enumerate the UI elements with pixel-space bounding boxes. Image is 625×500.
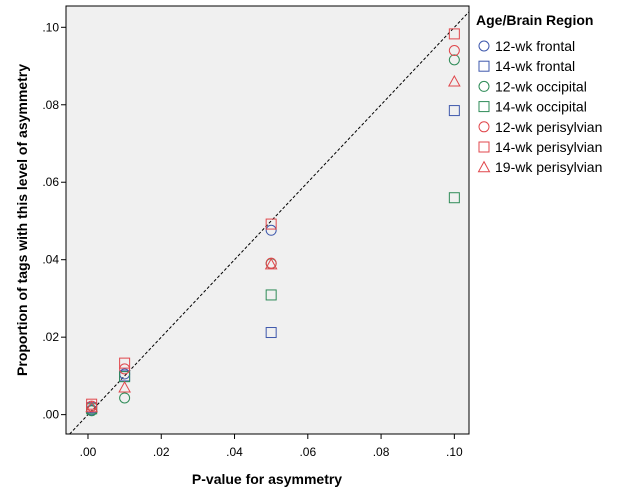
y-tick-label: .04 [42, 253, 59, 267]
y-axis-ticks: .00 .02 .04 .06 .08 .10 [42, 20, 66, 422]
x-axis-title: P-value for asymmetry [192, 471, 342, 487]
data-point [448, 105, 460, 117]
diagonal-line [69, 11, 470, 435]
x-tick-label: .04 [226, 445, 243, 459]
legend-title: Age/Brain Region [476, 12, 593, 28]
legend-marker [478, 60, 490, 72]
x-tick-label: .06 [299, 445, 316, 459]
legend-item-label: 14-wk frontal [495, 58, 575, 74]
data-point [448, 28, 460, 40]
x-tick-label: .08 [373, 445, 390, 459]
y-tick-label: .06 [42, 175, 59, 189]
data-point [448, 45, 460, 57]
data-point [118, 380, 131, 393]
data-point [86, 398, 98, 410]
data-point [264, 257, 278, 270]
legend-marker [478, 101, 490, 113]
reference-line [69, 11, 470, 435]
data-point [447, 74, 461, 87]
data-point [448, 192, 460, 204]
data-point [265, 289, 277, 301]
data-point [265, 224, 277, 236]
legend-item-label: 14-wk occipital [495, 99, 587, 115]
legend-marker [478, 121, 490, 133]
legend-marker [478, 80, 490, 92]
legend: Age/Brain Region 12-wk frontal 14-wk fron… [476, 12, 602, 175]
data-point [119, 357, 131, 369]
legend-item-label: 19-wk perisylvian [495, 159, 602, 175]
data-point [119, 363, 131, 375]
plot-area [65, 5, 470, 435]
y-tick-label: .00 [42, 408, 59, 422]
y-tick-label: .10 [42, 20, 59, 34]
data-point [448, 54, 460, 66]
legend-item-label: 12-wk occipital [495, 78, 587, 94]
y-tick-label: .02 [42, 330, 59, 344]
legend-marker [478, 40, 490, 52]
legend-item-label: 12-wk perisylvian [495, 119, 602, 135]
data-point [265, 327, 277, 339]
data-point [119, 392, 131, 404]
legend-item-label: 12-wk frontal [495, 38, 575, 54]
legend-marker [477, 160, 491, 173]
data-point [85, 400, 98, 413]
x-tick-label: .10 [446, 445, 463, 459]
x-axis-ticks: .00 .02 .04 .06 .08 .10 [80, 434, 463, 459]
x-tick-label: .00 [80, 445, 97, 459]
x-tick-label: .02 [153, 445, 170, 459]
data-point [265, 218, 277, 230]
y-axis-title: Proportion of tags with this level of as… [14, 64, 30, 376]
data-points [85, 28, 461, 417]
legend-marker [478, 141, 490, 153]
y-tick-label: .08 [42, 98, 59, 112]
legend-item-label: 14-wk perisylvian [495, 139, 602, 155]
